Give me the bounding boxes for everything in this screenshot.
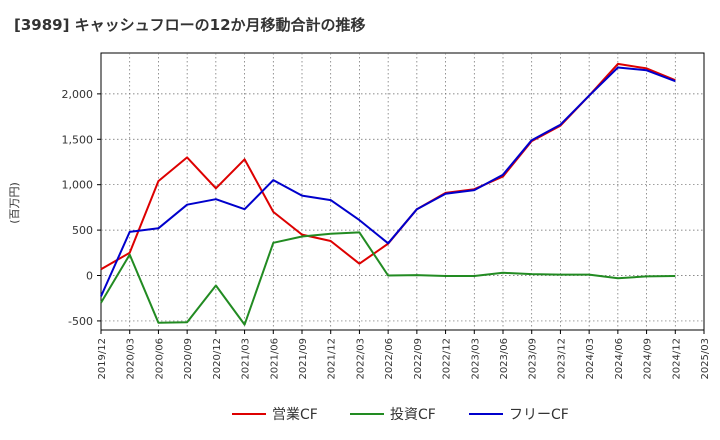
x-tick-label: 2023/03 [470, 338, 481, 380]
x-tick-label: 2024/06 [614, 338, 625, 380]
y-axis-label: (百万円) [8, 182, 21, 224]
y-tick-label: 0 [86, 270, 93, 283]
x-tick-label: 2024/03 [585, 338, 596, 380]
plot-area [100, 52, 705, 331]
x-tick-label: 2020/12 [212, 338, 223, 380]
x-tick-label: 2023/12 [556, 338, 567, 380]
y-tick-label: 1,000 [62, 179, 94, 192]
series-line [100, 66, 676, 297]
x-tick-label: 2020/09 [183, 338, 194, 380]
y-tick-label: -500 [68, 315, 93, 328]
y-tick-label: 2,000 [62, 88, 94, 101]
x-tick-label: 2019/12 [97, 338, 108, 380]
x-tick-label: 2022/03 [355, 338, 366, 380]
x-tick-label: 2020/03 [126, 338, 137, 380]
legend: 営業CF 投資CF フリーCF [232, 407, 569, 423]
chart-title: [3989] キャッシュフローの12か月移動合計の推移 [14, 16, 366, 34]
x-tick-label: 2021/06 [269, 338, 280, 380]
y-tick-label: 1,500 [62, 133, 94, 146]
x-tick-label: 2021/12 [327, 338, 338, 380]
series-lines [100, 62, 676, 326]
legend-label: 投資CF [390, 407, 436, 423]
axis-ticks: -500 0 500 1,000 1,500 2,000 2019/12 2020/03 202… [62, 88, 712, 380]
x-tick-label: 2021/09 [298, 338, 309, 380]
x-tick-label: 2025/03 [700, 338, 711, 380]
legend-label: 営業CF [272, 407, 318, 423]
x-tick-label: 2020/06 [154, 338, 165, 380]
x-tick-label: 2022/06 [384, 338, 395, 380]
y-tick-label: 500 [72, 224, 93, 237]
x-tick-label: 2023/09 [528, 338, 539, 380]
x-tick-label: 2022/12 [442, 338, 453, 380]
x-tick-label: 2022/09 [413, 338, 424, 380]
x-tick-label: 2023/06 [499, 338, 510, 380]
x-tick-label: 2024/09 [643, 338, 654, 380]
gridlines [101, 53, 704, 330]
series-line [100, 231, 676, 326]
x-tick-label: 2024/12 [671, 338, 682, 380]
plot-frame [100, 52, 705, 331]
legend-label: フリーCF [509, 407, 569, 423]
x-tick-label: 2021/03 [241, 338, 252, 380]
